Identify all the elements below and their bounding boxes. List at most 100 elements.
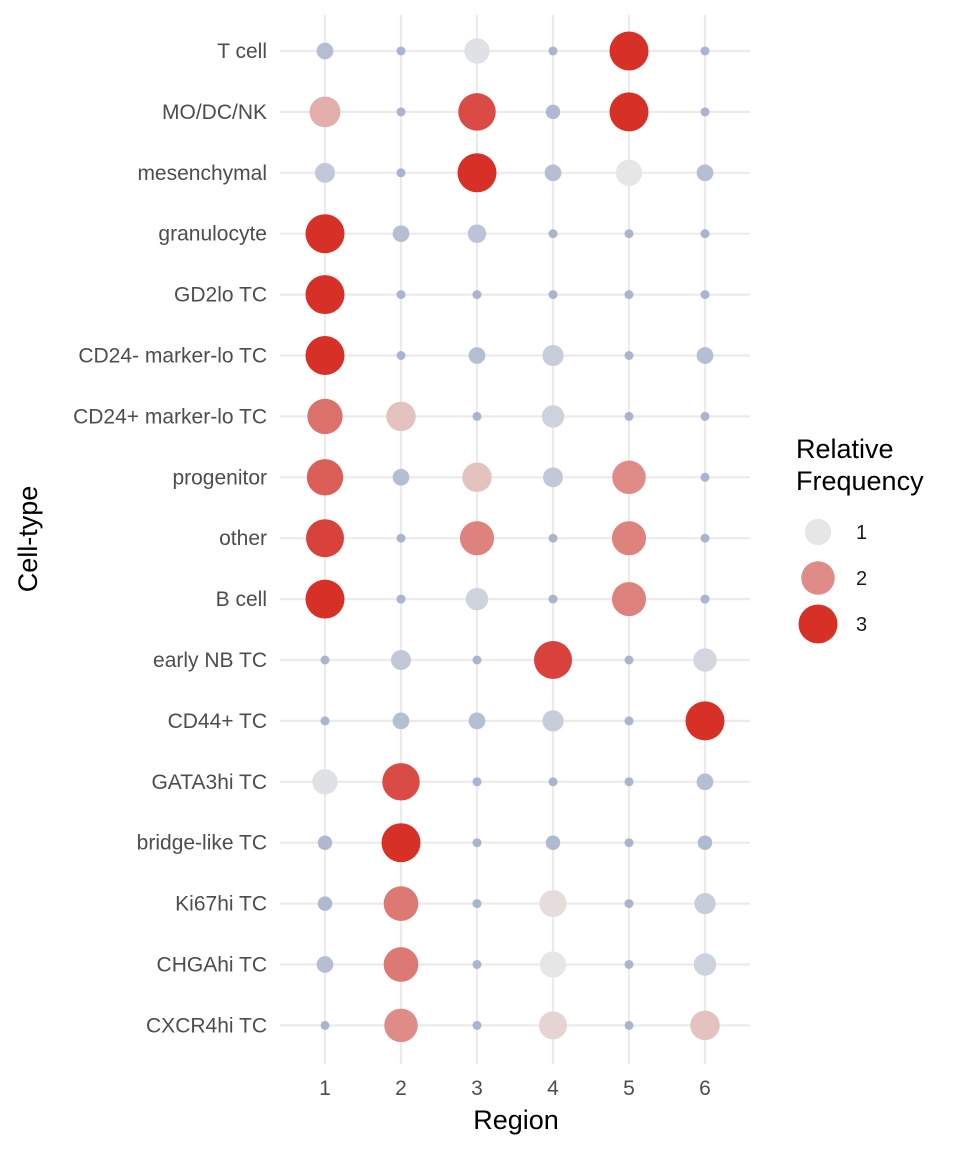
x-tick-label: 5 — [623, 1077, 635, 1100]
dot-point — [690, 1010, 720, 1041]
dot-point — [472, 1020, 482, 1030]
dot-point — [396, 351, 406, 360]
dot-point — [611, 582, 647, 617]
dot-point — [700, 229, 710, 239]
dot-point — [320, 716, 330, 726]
dot-point — [696, 773, 714, 791]
y-tick-label: progenitor — [172, 466, 267, 489]
x-tick-label: 2 — [395, 1077, 407, 1100]
y-tick-label: CD24- marker-lo TC — [78, 345, 267, 368]
dot-point — [306, 519, 344, 558]
dot-point — [457, 153, 497, 193]
dot-point — [320, 1020, 330, 1030]
y-axis-tick-labels: T cell MO/DC/NK mesenchymal granulocyte GD2l… — [73, 40, 267, 1037]
dot-point — [472, 838, 482, 848]
dot-point — [383, 886, 419, 921]
legend-keys: 1 2 3 — [798, 518, 867, 644]
dot-point — [468, 712, 486, 730]
legend-key-dot — [798, 604, 838, 644]
dot-point — [458, 93, 496, 131]
dot-point — [312, 769, 338, 795]
dot-point — [309, 96, 341, 128]
dot-point — [305, 579, 345, 619]
y-tick-label: CXCR4hi TC — [146, 1014, 267, 1037]
dot-point — [464, 38, 490, 64]
dot-point — [396, 46, 406, 56]
dot-point — [700, 533, 710, 543]
y-tick-label: GATA3hi TC — [151, 771, 267, 794]
y-tick-label: GD2lo TC — [174, 284, 267, 307]
y-tick-label: granulocyte — [158, 223, 267, 246]
y-tick-label: CHGAhi TC — [157, 954, 267, 977]
y-tick-label: bridge-like TC — [137, 832, 267, 855]
dot-point — [624, 351, 634, 360]
dot-point — [624, 960, 634, 969]
dot-point — [468, 347, 486, 364]
dot-point — [624, 655, 634, 665]
dot-point — [624, 229, 634, 239]
dot-point — [306, 459, 344, 496]
dot-point — [624, 411, 634, 421]
legend: Relative Frequency 1 2 3 — [796, 434, 924, 644]
dot-point — [472, 655, 482, 665]
dot-point — [472, 777, 482, 787]
dot-point — [624, 1020, 634, 1030]
dot-point — [396, 107, 406, 117]
dot-point — [548, 533, 558, 543]
dot-point — [541, 405, 565, 428]
dot-point — [624, 716, 634, 726]
dot-point — [624, 838, 634, 848]
dot-point — [548, 594, 558, 604]
dot-point — [462, 462, 492, 493]
dot-point — [320, 655, 330, 665]
dot-point — [612, 460, 646, 495]
dot-point — [383, 947, 419, 982]
x-axis-tick-labels: 1 2 3 4 5 6 — [319, 1077, 711, 1100]
dot-point — [624, 899, 634, 909]
dot-point — [396, 533, 406, 543]
dot-point — [700, 107, 710, 117]
legend-key-dot — [804, 518, 832, 546]
legend-title-line-2: Frequency — [796, 466, 924, 496]
y-tick-label: B cell — [216, 588, 267, 611]
y-tick-label: MO/DC/NK — [162, 101, 267, 124]
y-tick-label: early NB TC — [153, 649, 267, 672]
dot-point — [396, 168, 406, 178]
dot-point — [465, 587, 489, 611]
x-axis-title: Region — [473, 1105, 559, 1135]
dot-point — [609, 92, 649, 132]
dot-point — [542, 710, 564, 732]
y-tick-label: CD44+ TC — [168, 710, 267, 733]
dot-point — [392, 225, 410, 243]
dot-point — [696, 347, 714, 364]
y-tick-label: Ki67hi TC — [175, 893, 267, 916]
y-tick-label: other — [219, 527, 267, 550]
dot-point — [305, 336, 345, 375]
dot-point — [384, 1008, 418, 1043]
x-tick-label: 6 — [699, 1077, 711, 1100]
dot-point — [534, 641, 572, 679]
dot-point — [315, 162, 335, 183]
dot-point — [472, 411, 482, 421]
x-tick-label: 3 — [471, 1077, 483, 1100]
legend-key-label: 1 — [856, 522, 867, 544]
y-tick-label: CD24+ marker-lo TC — [73, 405, 267, 428]
dot-point — [545, 104, 561, 120]
dot-point — [548, 777, 558, 787]
dot-point — [386, 401, 416, 432]
dot-point — [615, 159, 643, 186]
dot-point — [317, 835, 333, 850]
dot-point — [316, 42, 334, 60]
legend-title-line-1: Relative — [796, 434, 894, 464]
dot-point — [381, 823, 421, 863]
dot-point — [305, 275, 345, 315]
dots — [305, 31, 725, 1043]
dot-point — [472, 290, 482, 300]
dot-point — [391, 650, 411, 670]
dot-point — [472, 899, 482, 909]
dot-point — [685, 701, 725, 741]
dot-point — [317, 896, 333, 911]
dot-point — [545, 835, 561, 850]
dot-point — [396, 594, 406, 604]
